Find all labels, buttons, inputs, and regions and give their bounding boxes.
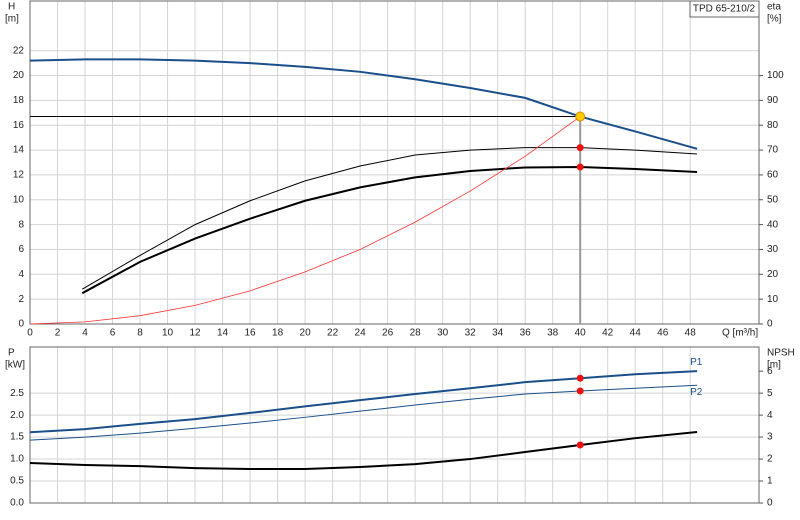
y2-tick-label: 70	[767, 145, 779, 156]
x-axis-label: Q [m³/h]	[722, 328, 758, 339]
y2-tick-label: 1	[767, 476, 773, 487]
curve	[29, 370, 698, 434]
y-tick-label: 12	[13, 170, 25, 181]
y2-tick-label: 4	[767, 410, 773, 421]
curve	[29, 116, 581, 325]
operating-point	[575, 111, 586, 122]
y2-tick-label: 100	[767, 70, 784, 81]
y2-tick-label: 50	[767, 194, 779, 205]
y-tick-label: 20	[13, 70, 25, 81]
y2-tick-label: 60	[767, 170, 779, 181]
series-label: P1	[690, 357, 703, 368]
y2-axis-label: NPSH	[767, 348, 795, 359]
x-tick-label: 36	[520, 328, 532, 339]
x-tick-label: 6	[110, 328, 116, 339]
x-tick-label: 38	[547, 328, 559, 339]
x-tick-label: 32	[465, 328, 477, 339]
x-tick-label: 42	[602, 328, 614, 339]
x-tick-label: 0	[27, 328, 33, 339]
duty-point-dot	[576, 441, 584, 449]
duty-point-dot	[576, 374, 584, 382]
x-tick-label: 10	[162, 328, 174, 339]
x-tick-label: 26	[382, 328, 394, 339]
y-tick-label: 2	[18, 294, 24, 305]
y2-tick-label: 30	[767, 244, 779, 255]
y-tick-label: 8	[18, 219, 24, 230]
y2-tick-label: 0	[767, 319, 773, 330]
y2-tick-label: 20	[767, 269, 779, 280]
x-tick-label: 8	[137, 328, 143, 339]
y-tick-label: 18	[13, 95, 25, 106]
x-tick-label: 34	[492, 328, 504, 339]
y2-tick-label: 90	[767, 95, 779, 106]
y-tick-label: 0.0	[10, 498, 24, 509]
y2-tick-label: 40	[767, 219, 779, 230]
y-axis-unit: [m]	[5, 14, 19, 25]
x-tick-label: 14	[217, 328, 229, 339]
y2-axis-unit: [m]	[767, 360, 781, 371]
y2-tick-label: 10	[767, 294, 779, 305]
y-tick-label: 16	[13, 120, 25, 131]
x-tick-label: 20	[300, 328, 312, 339]
chart-title: TPD 65-210/2	[693, 4, 756, 15]
x-tick-label: 46	[657, 328, 669, 339]
x-tick-label: 48	[685, 328, 697, 339]
plot-frame	[29, 346, 760, 504]
y-tick-label: 2.0	[10, 410, 24, 421]
x-tick-label: 4	[82, 328, 88, 339]
curve	[82, 147, 698, 290]
y-axis-label: P	[8, 348, 15, 359]
y-tick-label: 1.0	[10, 454, 24, 465]
y2-axis-unit: [%]	[767, 14, 782, 25]
duty-point-dot	[576, 163, 584, 171]
y2-tick-label: 80	[767, 120, 779, 131]
x-tick-label: 18	[272, 328, 284, 339]
x-tick-label: 2	[55, 328, 61, 339]
title-box	[689, 0, 760, 18]
duty-point-dot	[576, 387, 584, 395]
y2-tick-label: 3	[767, 432, 773, 443]
x-tick-label: 24	[355, 328, 367, 339]
curve	[81, 165, 698, 295]
y2-tick-label: 0	[767, 498, 773, 509]
y-tick-label: 10	[13, 194, 25, 205]
x-tick-label: 22	[327, 328, 339, 339]
y2-tick-label: 2	[767, 454, 773, 465]
x-tick-label: 28	[410, 328, 422, 339]
y-tick-label: 0	[18, 319, 24, 330]
y-tick-label: 4	[18, 269, 24, 280]
x-tick-label: 16	[245, 328, 257, 339]
y-tick-label: 0.5	[10, 476, 24, 487]
x-tick-label: 44	[630, 328, 642, 339]
duty-point-dot	[576, 144, 584, 152]
y-tick-label: 14	[13, 145, 25, 156]
y-axis-label: H	[8, 2, 15, 13]
y-tick-label: 22	[13, 45, 25, 56]
x-tick-label: 12	[189, 328, 201, 339]
y2-axis-label: eta	[767, 2, 781, 13]
series-label: P2	[690, 387, 703, 398]
y-tick-label: 1.5	[10, 432, 24, 443]
y-tick-label: 2.5	[10, 388, 24, 399]
x-tick-label: 40	[575, 328, 587, 339]
y-axis-unit: [kW]	[5, 360, 25, 371]
x-tick-label: 30	[437, 328, 449, 339]
curve	[29, 58, 698, 150]
plot-frame	[29, 0, 760, 325]
y2-tick-label: 5	[767, 388, 773, 399]
y2-tick-label: 6	[767, 366, 773, 377]
y-tick-label: 6	[18, 244, 24, 255]
